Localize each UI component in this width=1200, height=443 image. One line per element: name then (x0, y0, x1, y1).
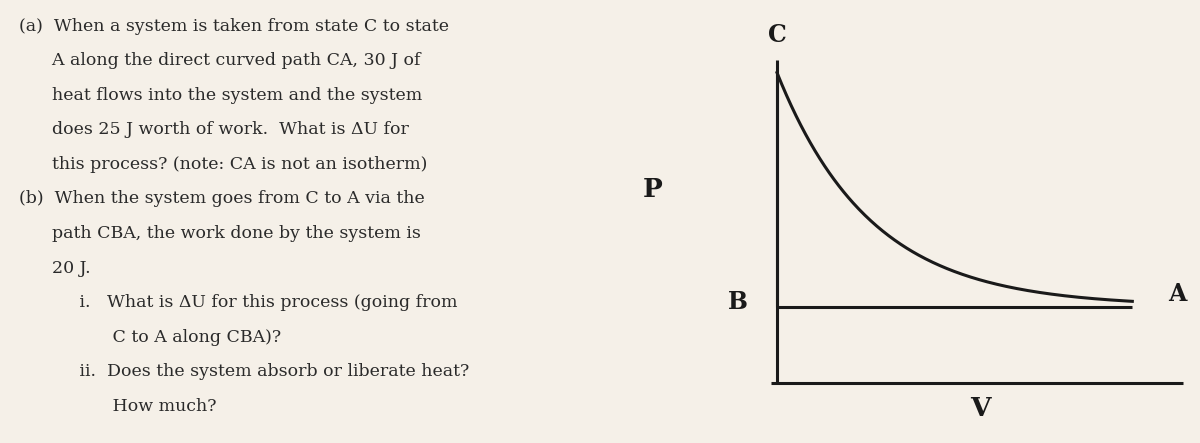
Text: this process? (note: CA is not an isotherm): this process? (note: CA is not an isothe… (19, 156, 427, 173)
Text: ii.  Does the system absorb or liberate heat?: ii. Does the system absorb or liberate h… (19, 363, 469, 380)
Text: does 25 J worth of work.  What is ΔU for: does 25 J worth of work. What is ΔU for (19, 121, 409, 138)
Text: How much?: How much? (19, 398, 217, 415)
Text: i.   What is ΔU for this process (going from: i. What is ΔU for this process (going fr… (19, 294, 457, 311)
Text: A: A (1169, 282, 1187, 306)
Text: B: B (727, 290, 748, 314)
Text: path CBA, the work done by the system is: path CBA, the work done by the system is (19, 225, 421, 242)
Text: V: V (970, 396, 990, 421)
Text: heat flows into the system and the system: heat flows into the system and the syste… (19, 87, 422, 104)
Text: C: C (768, 23, 786, 47)
Text: 20 J.: 20 J. (19, 260, 91, 276)
Text: C to A along CBA)?: C to A along CBA)? (19, 329, 281, 346)
Text: (b)  When the system goes from C to A via the: (b) When the system goes from C to A via… (19, 190, 425, 207)
Text: P: P (643, 177, 662, 202)
Text: (a)  When a system is taken from state C to state: (a) When a system is taken from state C … (19, 18, 449, 35)
Text: A along the direct curved path CA, 30 J of: A along the direct curved path CA, 30 J … (19, 52, 421, 69)
